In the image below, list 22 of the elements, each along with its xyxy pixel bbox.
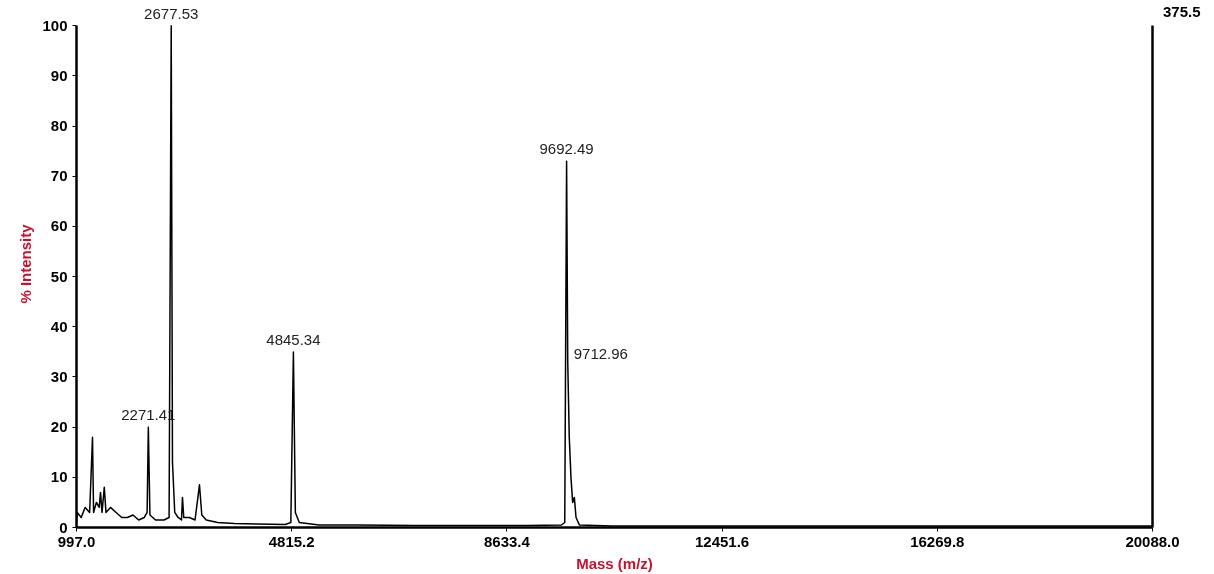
y-tick-label: 60 (50, 217, 68, 235)
y-tick-label: 100 (42, 16, 68, 34)
x-tick-label: 4815.2 (268, 532, 315, 550)
x-tick-label: 12451.6 (694, 532, 750, 550)
y-tick-label: 10 (50, 468, 68, 486)
x-axis-title: Mass (m/z) (576, 554, 653, 572)
y-tick-label: 50 (50, 267, 68, 285)
annotation: 4845.34 (266, 330, 321, 348)
y-tick-label: 20 (50, 418, 68, 436)
x-tick-label: 16269.8 (910, 532, 965, 550)
y-tick-label: 70 (50, 167, 68, 185)
x-tick-label: 8633.4 (483, 532, 531, 550)
annotation: 9692.49 (539, 140, 594, 158)
y-tick-label: 40 (50, 317, 68, 335)
y-axis-title: % Intensity (17, 223, 35, 304)
annotation: 2677.53 (144, 4, 199, 22)
x-tick-label: 20088.0 (1125, 532, 1180, 550)
text: 375.5 (1162, 2, 1201, 20)
y-tick-label: 30 (50, 367, 68, 385)
annotation: 9712.96 (573, 344, 628, 362)
y-tick-label: 80 (50, 117, 68, 135)
y-tick-label: 90 (50, 66, 68, 84)
